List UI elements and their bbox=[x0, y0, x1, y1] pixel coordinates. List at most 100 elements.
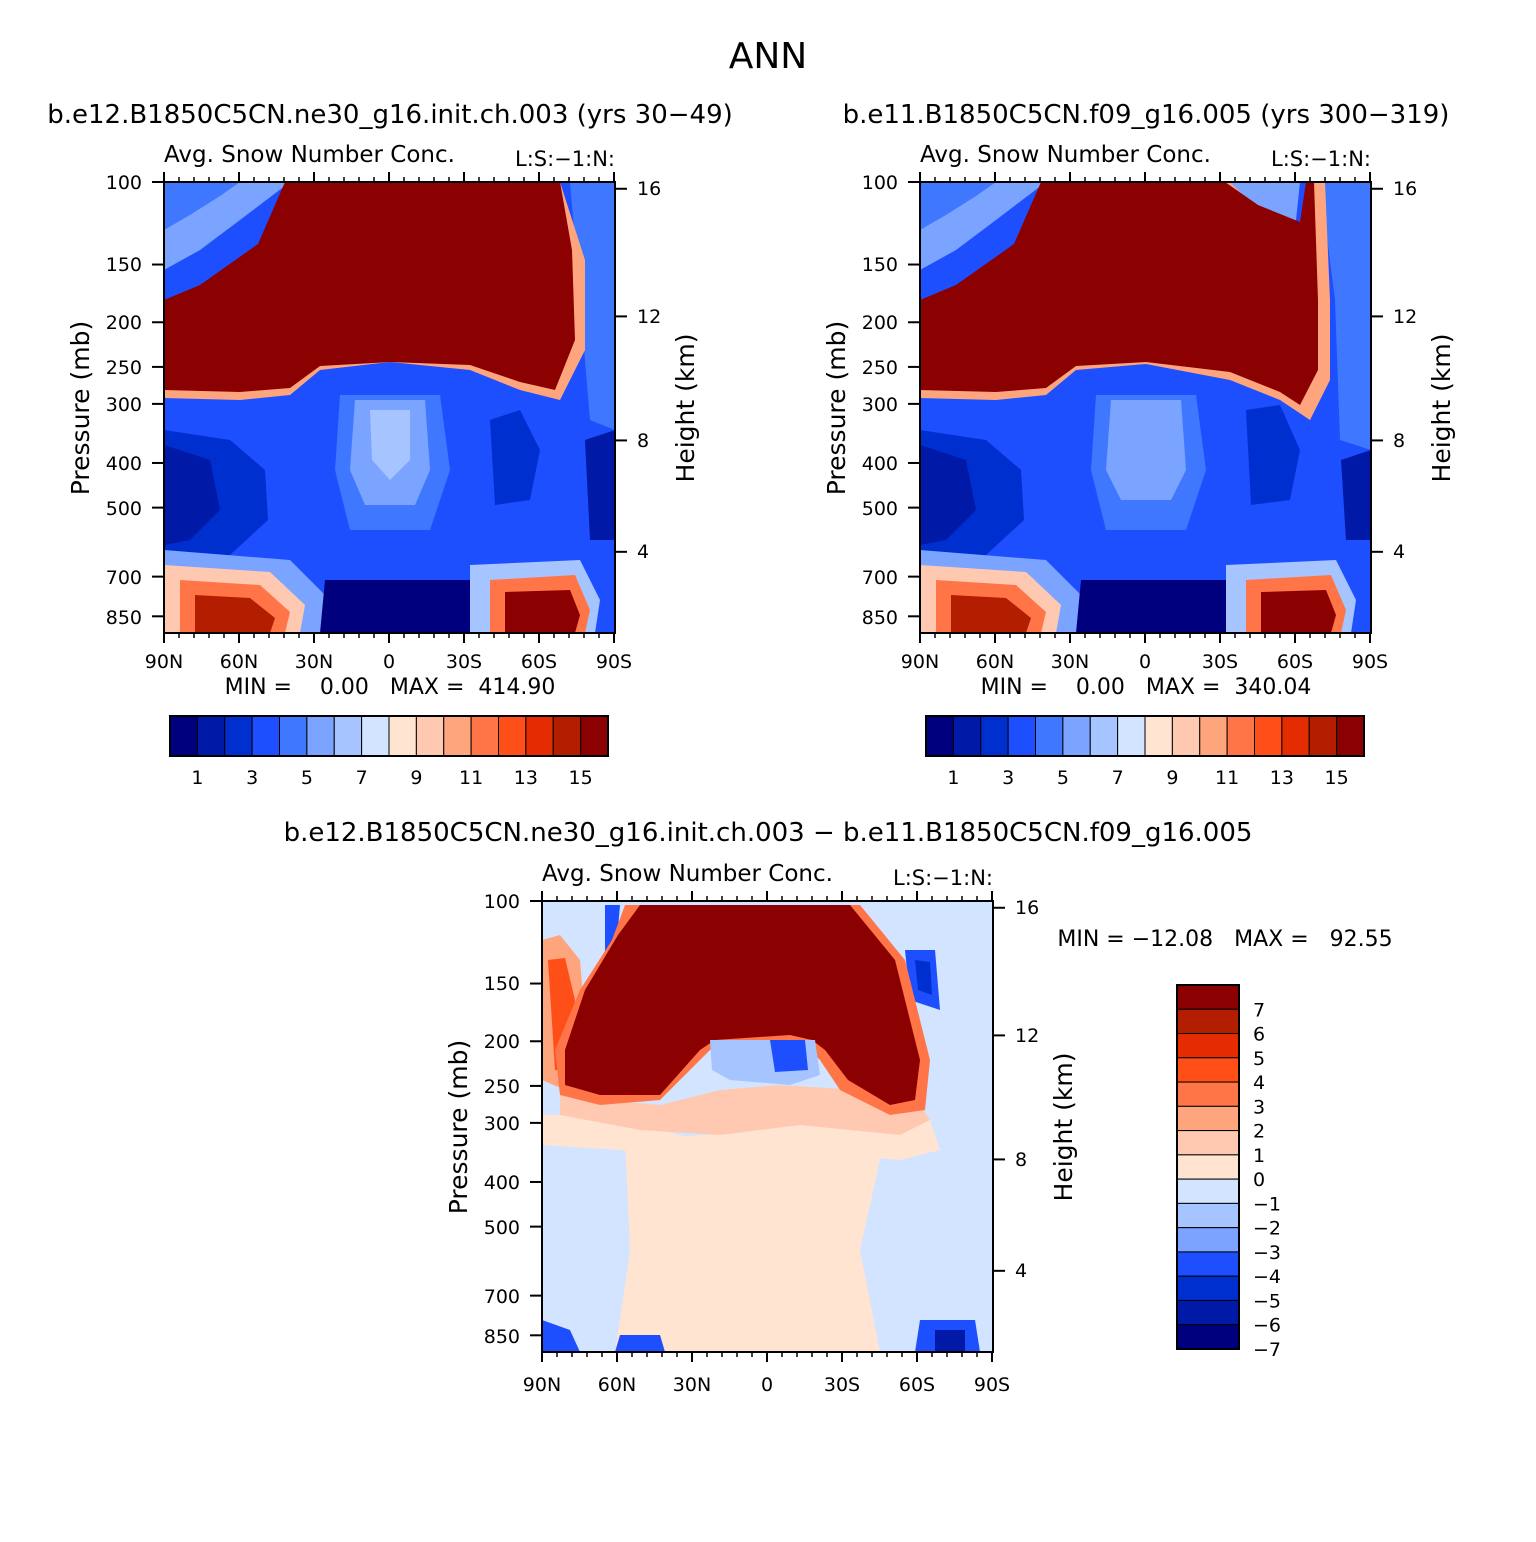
y-tick-label: 300 bbox=[106, 394, 142, 416]
colorbar-label: 0 bbox=[1253, 1169, 1265, 1191]
colorbar-swatch bbox=[1176, 984, 1240, 1010]
colorbar-swatch bbox=[1176, 1251, 1240, 1277]
colorbar-swatch bbox=[925, 715, 954, 757]
y-tick-label: 250 bbox=[484, 1076, 520, 1098]
colorbar-label: 13 bbox=[514, 767, 538, 789]
colorbar-swatch bbox=[1308, 715, 1338, 757]
colorbar-swatch bbox=[1176, 1202, 1240, 1229]
field-region-tropics-core bbox=[370, 410, 410, 480]
x-tick-label: 30S bbox=[824, 1374, 860, 1396]
colorbar-swatch bbox=[1176, 1057, 1240, 1083]
colorbar-swatch bbox=[980, 715, 1009, 757]
field-region-polar-north-core bbox=[164, 445, 220, 545]
colorbar-swatch bbox=[443, 715, 472, 757]
colorbar-frame bbox=[1176, 984, 1240, 1350]
panel-model-b: b.e11.B1850C5CN.f09_g16.005 (yrs 300−319… bbox=[822, 100, 1456, 789]
x-tick-label: 90S bbox=[596, 651, 632, 673]
axis-tick-marks bbox=[152, 172, 1383, 1362]
colorbar-swatch bbox=[1176, 1227, 1240, 1253]
colorbar-swatch bbox=[1176, 1178, 1240, 1204]
colorbar-frame bbox=[925, 715, 1365, 757]
field-region-polar-south bbox=[1341, 450, 1371, 540]
colorbar-swatch bbox=[1176, 1275, 1240, 1301]
x-tick-label: 60S bbox=[1277, 651, 1313, 673]
field-region-tropical-warm bbox=[615, 1125, 880, 1352]
panel-b-y-ticks-right: 16 12 8 4 bbox=[1393, 178, 1417, 563]
y-tick-label: 700 bbox=[862, 567, 898, 589]
colorbar-swatch bbox=[251, 715, 280, 757]
colorbar-label: 6 bbox=[1253, 1024, 1265, 1046]
field-region-midlat-south bbox=[1246, 405, 1300, 505]
field-region-jet-shadow bbox=[560, 1080, 930, 1135]
field-region-upper-core bbox=[920, 182, 1318, 405]
x-tick-label: 0 bbox=[761, 1374, 773, 1396]
panel-b-x-ticks: 90N 60N 30N 0 30S 60S 90S bbox=[901, 651, 1388, 673]
field-region-midlat-south bbox=[490, 410, 540, 505]
colorbar-swatch bbox=[1176, 1105, 1240, 1132]
panel-c-subtitle: Avg. Snow Number Conc. bbox=[542, 861, 833, 887]
field-region-low-north-core bbox=[951, 595, 1031, 633]
colorbar-label: −5 bbox=[1253, 1290, 1281, 1312]
colorbar-label: 1 bbox=[947, 767, 959, 789]
field-region-polar-south bbox=[585, 430, 615, 540]
y-tick-label: 250 bbox=[106, 357, 142, 379]
panel-a-colorbar: 1 3 5 7 9 11 13 15 bbox=[169, 715, 609, 789]
field-region-low-south-core bbox=[935, 1330, 965, 1352]
y-tick-label: 850 bbox=[862, 607, 898, 629]
colorbar-label: 2 bbox=[1253, 1121, 1265, 1143]
x-tick-label: 30N bbox=[295, 651, 333, 673]
y-right-tick-label: 12 bbox=[637, 306, 661, 328]
field-region-upper-core bbox=[565, 905, 920, 1105]
colorbar-label: 5 bbox=[301, 767, 313, 789]
colorbar-label: 9 bbox=[1166, 767, 1178, 789]
colorbar-swatch bbox=[1035, 715, 1064, 757]
colorbar-label: 9 bbox=[410, 767, 422, 789]
panel-b-y-ticks: 100 150 200 250 300 400 500 700 850 bbox=[862, 172, 898, 629]
field-region-upper-north-core bbox=[920, 182, 996, 230]
x-tick-label: 60N bbox=[976, 651, 1014, 673]
colorbar-swatch bbox=[1336, 715, 1365, 757]
colorbar-swatch bbox=[1144, 715, 1173, 757]
colorbar-swatch bbox=[415, 715, 445, 757]
colorbar-label: −3 bbox=[1253, 1242, 1281, 1264]
x-tick-label: 60S bbox=[521, 651, 557, 673]
colorbar-swatch bbox=[1117, 715, 1146, 757]
y-tick-label: 100 bbox=[862, 172, 898, 194]
colorbar-swatch bbox=[1176, 1130, 1240, 1156]
field-region-equatorial-dip-core bbox=[770, 1040, 808, 1072]
colorbar-swatch bbox=[552, 715, 582, 757]
y-tick-label: 150 bbox=[862, 254, 898, 276]
panel-c-x-ticks: 90N 60N 30N 0 30S 60S 90S bbox=[523, 1374, 1010, 1396]
panel-a-subtitle: Avg. Snow Number Conc. bbox=[164, 142, 455, 168]
colorbar-label: 5 bbox=[1253, 1048, 1265, 1070]
x-tick-label: 90N bbox=[145, 651, 183, 673]
y-tick-label: 400 bbox=[484, 1172, 520, 1194]
y-tick-label: 700 bbox=[484, 1286, 520, 1308]
colorbar-label: 11 bbox=[1215, 767, 1239, 789]
colorbar-swatch bbox=[1089, 715, 1119, 757]
x-tick-label: 60N bbox=[220, 651, 258, 673]
colorbar-label: 7 bbox=[356, 767, 368, 789]
colorbar-swatch bbox=[580, 715, 609, 757]
panel-c-stats: MIN = −12.08 MAX = 92.55 bbox=[1057, 927, 1392, 952]
y-tick-label: 300 bbox=[862, 394, 898, 416]
field-region-polar-north-core bbox=[920, 445, 976, 545]
colorbar-swatch bbox=[1176, 1008, 1240, 1035]
colorbar-label: 3 bbox=[1253, 1096, 1265, 1118]
y-right-tick-label: 4 bbox=[637, 541, 649, 563]
panel-b-colorbar: 1 3 5 7 9 11 13 15 bbox=[925, 715, 1365, 789]
panel-difference: b.e12.B1850C5CN.ne30_g16.init.ch.003 − b… bbox=[284, 818, 1393, 1396]
field-region-tropics-inner bbox=[1106, 400, 1186, 500]
x-tick-label: 30S bbox=[446, 651, 482, 673]
y-right-tick-label: 4 bbox=[1393, 541, 1405, 563]
colorbar-swatch bbox=[1176, 1033, 1240, 1059]
field-region-low-tropics bbox=[320, 580, 480, 633]
panel-a-y-ticks: 100 150 200 250 300 400 500 700 850 bbox=[106, 172, 142, 629]
panel-a-field bbox=[164, 182, 615, 633]
panel-b-subtitle: Avg. Snow Number Conc. bbox=[920, 142, 1211, 168]
y-right-tick-label: 12 bbox=[1015, 1025, 1039, 1047]
panel-a-x-ticks: 90N 60N 30N 0 30S 60S 90S bbox=[145, 651, 632, 673]
colorbar-swatch bbox=[1007, 715, 1036, 757]
y-right-tick-label: 8 bbox=[1015, 1149, 1027, 1171]
